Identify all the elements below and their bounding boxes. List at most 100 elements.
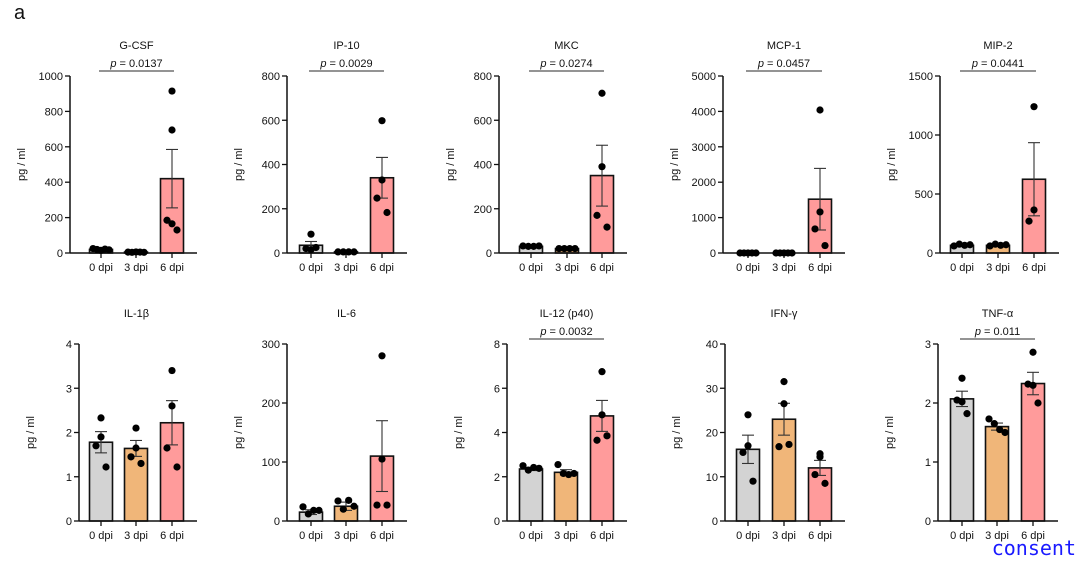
data-point (780, 400, 788, 408)
y-tick-label: 0 (712, 516, 718, 528)
consent-link[interactable]: consent (991, 536, 1076, 560)
data-point (350, 248, 358, 256)
y-tick-label: 0 (274, 248, 280, 260)
chart-panel-mip-2: MIP-2 p = 0.0441 pg / ml 0 500 1000 1500 0 dpi 3… (886, 40, 1059, 274)
data-point (603, 223, 611, 231)
data-point (598, 368, 606, 376)
y-tick-label: 2 (66, 428, 72, 440)
x-tick-label: 0 dpi (736, 262, 760, 274)
data-point (570, 469, 578, 478)
y-tick-label: 8 (494, 339, 500, 351)
y-tick-label: 0 (925, 516, 931, 528)
y-tick-label: 200 (262, 398, 280, 410)
y-axis-label: pg / ml (445, 148, 457, 181)
data-point (966, 241, 974, 249)
data-point (780, 378, 788, 386)
data-point (378, 117, 386, 125)
data-point (752, 249, 760, 257)
data-point (524, 466, 532, 474)
chart-panel-il-6: IL-6 pg / ml 0 100 200 300 0 dpi 3 dpi 6 dpi (233, 308, 407, 542)
data-point (304, 510, 312, 518)
x-tick-label: 0 dpi (519, 530, 543, 542)
data-point (519, 242, 527, 250)
data-point (339, 248, 347, 256)
y-tick-label: 4 (494, 428, 500, 440)
data-point (173, 226, 181, 234)
bar-0-dpi (518, 468, 544, 522)
p-value-label: p = 0.0441 (971, 58, 1024, 70)
data-point (92, 442, 100, 450)
x-tick-label: 0 dpi (89, 530, 113, 542)
data-point (168, 220, 176, 228)
x-tick-label: 3 dpi (986, 262, 1010, 274)
data-point (963, 410, 971, 418)
chart-title: TNF-α (982, 308, 1014, 320)
y-tick-label: 400 (474, 160, 492, 172)
data-point (132, 444, 140, 452)
data-point (173, 463, 181, 471)
y-tick-label: 3 (66, 383, 72, 395)
data-point (132, 424, 140, 432)
data-point (345, 248, 353, 256)
y-tick-label: 1000 (692, 213, 716, 225)
y-tick-label: 1 (66, 472, 72, 484)
y-tick-label: 30 (706, 383, 718, 395)
y-tick-label: 200 (262, 204, 280, 216)
y-tick-label: 2 (494, 472, 500, 484)
data-point (775, 443, 783, 451)
data-point (961, 241, 969, 249)
y-tick-label: 0 (710, 248, 716, 260)
data-point (990, 420, 998, 428)
x-tick-label: 6 dpi (370, 262, 394, 274)
bar-0-dpi (949, 398, 975, 522)
data-point (97, 433, 105, 441)
y-tick-label: 1 (925, 457, 931, 469)
data-point (1001, 428, 1009, 437)
data-point (749, 477, 757, 485)
x-tick-label: 6 dpi (160, 530, 184, 542)
y-axis-label: pg / ml (453, 416, 465, 449)
x-tick-label: 0 dpi (950, 262, 974, 274)
data-point (811, 470, 819, 479)
data-point (334, 248, 342, 256)
x-tick-label: 6 dpi (808, 262, 832, 274)
data-point (555, 244, 563, 253)
bar-3-dpi (984, 425, 1010, 522)
data-point (1030, 206, 1038, 214)
y-tick-label: 1500 (909, 71, 933, 83)
y-axis-label: pg / ml (16, 148, 28, 181)
data-point (373, 194, 381, 202)
chart-panel-ifn-: IFN-γ pg / ml 0 10 20 30 40 0 dpi 3 dpi 6 dpi (671, 308, 845, 542)
chart-title: IP-10 (333, 40, 359, 52)
data-point (785, 440, 793, 449)
chart-panel-il-12-p40-: IL-12 (p40) p = 0.0032 pg / ml 0 2 4 6 8 0 dpi 3 … (453, 308, 627, 542)
data-point (821, 479, 829, 487)
chart-panel-tnf-: TNF-α p = 0.011 pg / ml 0 1 2 3 0 dpi 3 dpi 6 dpi (884, 308, 1058, 542)
y-axis-label: pg / ml (669, 148, 681, 181)
chart-title: MIP-2 (983, 40, 1012, 52)
data-point (821, 241, 829, 250)
bar-0-dpi (88, 441, 114, 522)
data-point (163, 216, 171, 224)
y-tick-label: 600 (45, 142, 63, 154)
panel-label: a (14, 2, 26, 24)
data-point (566, 244, 574, 253)
p-value-label: p = 0.0032 (539, 326, 592, 338)
data-point (559, 469, 567, 478)
y-axis-label: pg / ml (233, 416, 245, 449)
y-tick-label: 3 (925, 339, 931, 351)
y-tick-label: 4000 (692, 106, 716, 118)
y-tick-label: 4 (66, 339, 72, 351)
data-point (315, 506, 323, 514)
data-point (530, 242, 538, 250)
data-point (339, 505, 347, 513)
data-point (168, 402, 176, 410)
data-point (1002, 241, 1010, 249)
data-point (593, 211, 601, 219)
data-point (302, 244, 310, 253)
data-point (378, 176, 386, 184)
data-point (744, 442, 752, 450)
data-point (816, 106, 824, 114)
data-point (953, 396, 961, 404)
data-point (163, 444, 171, 452)
